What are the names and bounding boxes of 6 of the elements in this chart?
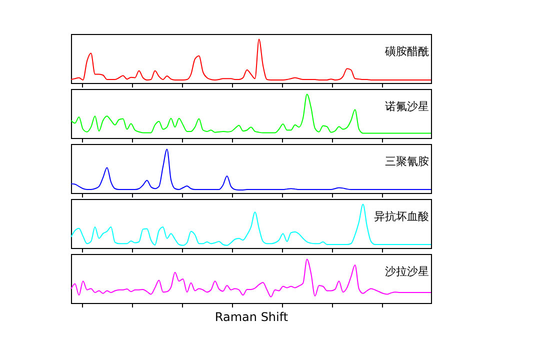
series-label: 异抗坏血酸 bbox=[374, 210, 429, 223]
series-label: 三聚氰胺 bbox=[385, 155, 429, 168]
series-label: 诺氟沙星 bbox=[385, 100, 429, 113]
x-axis-title: Raman Shift bbox=[214, 310, 288, 324]
series-label: 沙拉沙星 bbox=[385, 265, 429, 278]
series-label: 磺胺醋酰 bbox=[384, 45, 429, 58]
